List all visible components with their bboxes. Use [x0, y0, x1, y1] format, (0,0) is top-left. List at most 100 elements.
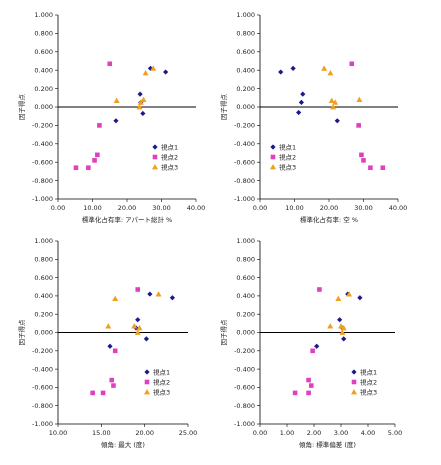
x-tick-label: 10.00	[49, 429, 68, 437]
data-point	[95, 152, 100, 158]
y-tick-label: -0.600	[32, 384, 53, 392]
y-tick-label: -0.200	[234, 122, 255, 130]
data-point	[327, 69, 334, 76]
x-tick-label: 3.00	[334, 429, 348, 437]
legend-label: 視点1	[161, 143, 178, 152]
data-point	[97, 123, 102, 128]
legend-marker	[144, 369, 150, 375]
data-point	[105, 323, 112, 329]
legend-label: 視点1	[279, 143, 296, 152]
scatter-panel-1: 1.000 0.800 0.600 0.400 0.200 0.000 -0.200 -0.4…	[17, 11, 205, 224]
data-point	[163, 69, 169, 75]
data-point	[349, 61, 355, 67]
y-tick-label: -0.600	[234, 384, 255, 392]
scatter-panel-3: 1.000 0.800 0.600 0.400 0.200 0.000 -0.200 -0.4…	[17, 237, 197, 449]
data-point	[169, 295, 175, 301]
data-point	[290, 65, 296, 71]
legend-label: 視点3	[153, 388, 170, 397]
y-tick-label: 0.200	[236, 85, 255, 93]
data-point	[134, 329, 141, 335]
x-axis-title: 傾角: 標準偏差 (度)	[299, 440, 356, 449]
data-point	[137, 99, 144, 105]
x-axis-title: 標準化占有率: アパート総計 %	[82, 215, 172, 224]
legend-label: 視点3	[360, 388, 377, 397]
y-tick-label: 0.600	[34, 48, 53, 56]
legend-marker	[270, 144, 276, 150]
y-tick-label: -0.800	[32, 177, 53, 185]
data-point	[112, 295, 119, 302]
x-tick-label: 2.00	[307, 429, 321, 437]
data-point	[86, 165, 91, 171]
legend-marker	[270, 154, 276, 160]
data-point	[296, 109, 302, 116]
legend-label: 視点3	[161, 163, 178, 172]
x-tick-label: 15.00	[92, 429, 111, 437]
x-tick-label: 30.00	[152, 204, 171, 212]
data-point	[341, 336, 347, 342]
y-tick-label: -1.000	[32, 420, 53, 428]
x-tick-label: 20.00	[320, 204, 339, 212]
data-point	[300, 91, 306, 97]
y-axis-title: 因子得点	[219, 94, 228, 121]
y-tick-label: -0.600	[234, 158, 255, 166]
y-tick-label: -0.800	[234, 402, 255, 410]
data-point	[113, 97, 120, 103]
y-tick-label: 0.200	[34, 85, 53, 93]
data-point	[140, 96, 147, 103]
y-tick-label: 0.000	[34, 103, 53, 111]
x-tick-label: 20.00	[135, 429, 154, 437]
y-tick-label: -0.800	[32, 402, 53, 410]
y-tick-label: 1.000	[34, 237, 53, 245]
data-point	[150, 65, 157, 71]
legend-marker	[152, 154, 158, 160]
y-tick-label: 0.200	[236, 310, 255, 318]
y-tick-label: 0.400	[236, 66, 255, 74]
y-tick-label: -1.000	[234, 420, 255, 428]
data-point	[327, 323, 334, 329]
data-point	[155, 291, 162, 297]
data-point	[361, 158, 366, 163]
x-tick-label: 10.00	[285, 204, 304, 212]
y-tick-label: 0.400	[236, 292, 255, 300]
data-point	[357, 295, 363, 301]
y-tick-label: 0.000	[34, 329, 53, 337]
data-point	[143, 336, 149, 342]
y-tick-label: 0.000	[236, 103, 255, 111]
data-point	[317, 287, 322, 292]
data-point	[314, 343, 320, 349]
legend-marker	[144, 389, 150, 395]
y-tick-label: -0.200	[32, 122, 53, 130]
scatter-panel-2: 1.000 0.800 0.600 0.400 0.200 0.000 -0.200 -0.4…	[219, 11, 407, 224]
data-point	[140, 110, 146, 117]
data-point	[112, 348, 118, 354]
y-axis-title: 因子得点	[17, 319, 26, 346]
y-tick-label: 0.400	[34, 292, 53, 300]
data-point	[136, 324, 143, 331]
y-tick-label: 1.000	[236, 11, 255, 19]
x-tick-label: 5.00	[388, 429, 402, 437]
data-point	[340, 324, 347, 331]
data-point	[292, 390, 298, 396]
data-point	[107, 61, 113, 67]
x-axis-title: 標準化占有率: 空 %	[300, 215, 358, 224]
x-tick-label: 10.00	[83, 204, 102, 212]
data-point	[298, 99, 304, 105]
y-tick-label: 0.600	[236, 48, 255, 56]
y-tick-label: -0.400	[234, 365, 255, 373]
data-point	[278, 69, 284, 75]
data-point	[332, 99, 339, 105]
y-tick-label: -0.200	[32, 347, 53, 355]
data-point	[334, 118, 340, 124]
y-tick-label: -0.400	[234, 140, 255, 148]
y-tick-label: 0.600	[236, 274, 255, 282]
legend-marker	[351, 379, 357, 385]
x-tick-label: 0.00	[253, 429, 267, 437]
legend-marker	[144, 379, 150, 385]
data-point	[90, 390, 95, 396]
legend-label: 視点1	[153, 368, 170, 377]
x-axis-title: 傾角: 最大 (度)	[101, 440, 145, 449]
